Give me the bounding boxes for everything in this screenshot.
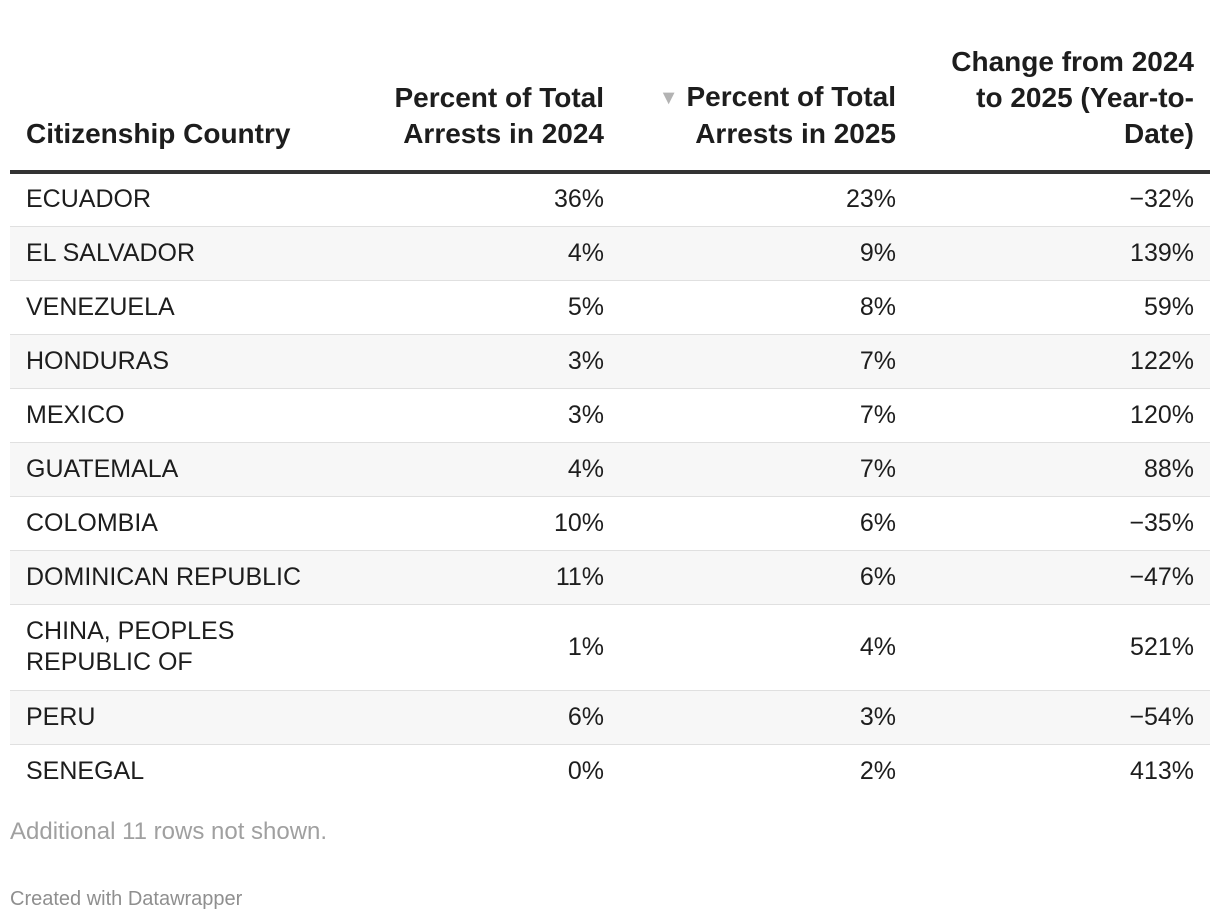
table-row: DOMINICAN REPUBLIC 11% 6% −47% [10, 550, 1210, 605]
pct-2024-cell: 3% [376, 334, 620, 389]
table-row: SENEGAL 0% 2% 413% [10, 744, 1210, 798]
column-header-country[interactable]: Citizenship Country [10, 0, 376, 174]
country-cell: HONDURAS [10, 334, 376, 389]
triangle-down-icon: ▼ [658, 87, 679, 109]
pct-2025-cell: 4% [620, 604, 912, 691]
pct-2025-cell: 7% [620, 388, 912, 443]
pct-2024-cell: 3% [376, 388, 620, 443]
pct-2025-cell: 8% [620, 280, 912, 335]
change-cell: 88% [912, 442, 1210, 497]
table-row: HONDURAS 3% 7% 122% [10, 334, 1210, 389]
change-cell: 139% [912, 226, 1210, 281]
table-row: EL SALVADOR 4% 9% 139% [10, 226, 1210, 281]
pct-2025-cell: 6% [620, 550, 912, 605]
pct-2024-cell: 4% [376, 226, 620, 281]
table-body: ECUADOR 36% 23% −32% EL SALVADOR 4% 9% 139% VENE… [10, 172, 1210, 798]
country-cell: EL SALVADOR [10, 226, 376, 281]
datawrapper-credit: Created with Datawrapper [10, 888, 243, 910]
pct-2024-cell: 4% [376, 442, 620, 497]
country-cell: CHINA, PEOPLES REPUBLIC OF [10, 604, 376, 691]
table-row: MEXICO 3% 7% 120% [10, 388, 1210, 443]
country-cell: PERU [10, 690, 376, 745]
change-cell: −47% [912, 550, 1210, 605]
pct-2025-cell: 3% [620, 690, 912, 745]
country-cell: ECUADOR [10, 172, 376, 227]
pct-2025-cell: 2% [859, 756, 896, 785]
table-row: COLOMBIA 10% 6% −35% [10, 496, 1210, 551]
table-row: GUATEMALA 4% 7% 88% [10, 442, 1210, 497]
change-cell: −32% [912, 172, 1210, 227]
pct-2025-cell: 9% [620, 226, 912, 281]
column-header-pct-2025-label: Percent of Total Arrests in 2025 [686, 81, 896, 149]
header-row: Citizenship Country Percent of Total Arr… [10, 0, 1210, 174]
pct-2025-cell: 23% [620, 172, 912, 227]
column-header-pct-2025[interactable]: ▼ Percent of Total Arrests in 2025 [620, 0, 912, 174]
country-cell: DOMINICAN REPUBLIC [10, 550, 376, 605]
pct-2025-cell: 7% [620, 334, 912, 389]
column-header-pct-2024[interactable]: Percent of Total Arrests in 2024 [376, 0, 620, 174]
change-cell: −35% [912, 496, 1210, 551]
country-cell: SENEGAL [26, 756, 145, 785]
pct-2024-cell: 6% [376, 690, 620, 745]
change-cell: −54% [912, 690, 1210, 745]
table-row: ECUADOR 36% 23% −32% [10, 172, 1210, 227]
data-table-container: Citizenship Country Percent of Total Arr… [10, 0, 1210, 798]
change-cell: 122% [912, 334, 1210, 389]
column-header-change[interactable]: Change from 2024 to 2025 (Year-to-Date) [912, 0, 1210, 174]
pct-2024-cell: 0% [567, 756, 604, 785]
data-table: Citizenship Country Percent of Total Arr… [10, 0, 1210, 798]
pct-2024-cell: 5% [376, 280, 620, 335]
change-cell: 120% [912, 388, 1210, 443]
change-cell: 413% [1130, 756, 1194, 785]
country-cell: MEXICO [10, 388, 376, 443]
country-cell: COLOMBIA [10, 496, 376, 551]
country-cell: VENEZUELA [10, 280, 376, 335]
pct-2024-cell: 1% [376, 604, 620, 691]
rows-not-shown-note: Additional 11 rows not shown. [10, 818, 328, 845]
table-row: CHINA, PEOPLES REPUBLIC OF 1% 4% 521% [10, 604, 1210, 691]
country-cell: GUATEMALA [10, 442, 376, 497]
pct-2024-cell: 10% [376, 496, 620, 551]
pct-2025-cell: 6% [620, 496, 912, 551]
table-row: PERU 6% 3% −54% [10, 690, 1210, 745]
table-row: VENEZUELA 5% 8% 59% [10, 280, 1210, 335]
pct-2024-cell: 11% [376, 550, 620, 605]
pct-2025-cell: 7% [620, 442, 912, 497]
pct-2024-cell: 36% [376, 172, 620, 227]
change-cell: 521% [912, 604, 1210, 691]
change-cell: 59% [912, 280, 1210, 335]
